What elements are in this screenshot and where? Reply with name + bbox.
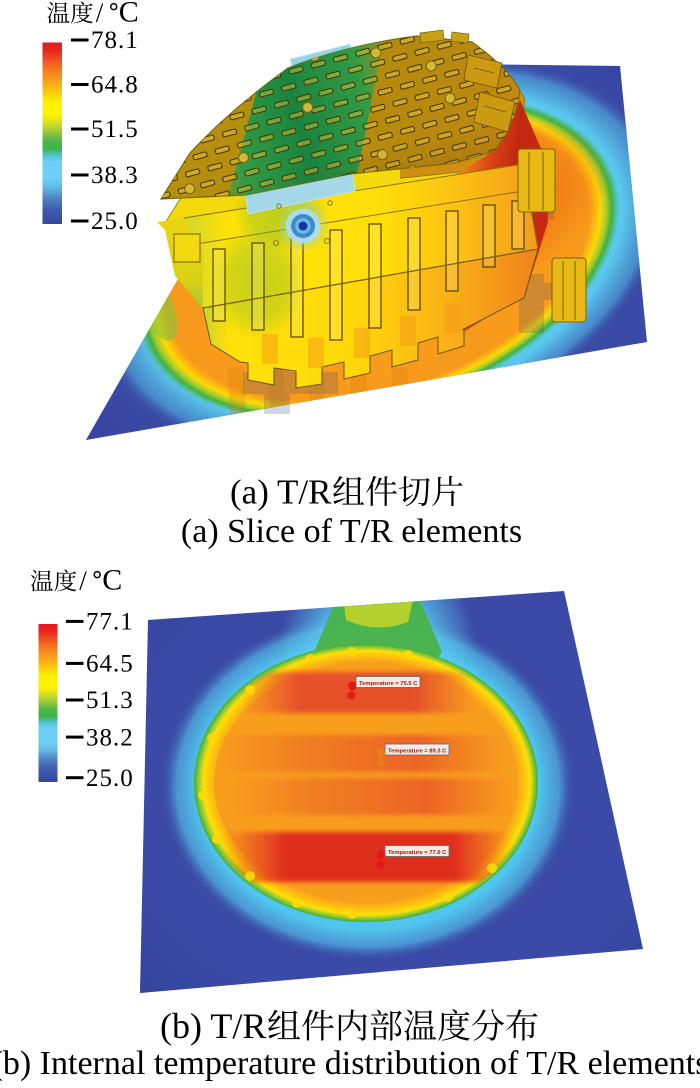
svg-text:25.0: 25.0: [91, 208, 139, 235]
svg-text:25.0: 25.0: [86, 765, 134, 792]
svg-text:64.8: 64.8: [91, 72, 139, 99]
svg-text:Temperature = 77.6 C: Temperature = 77.6 C: [388, 850, 447, 856]
svg-text:C: C: [119, 0, 139, 29]
svg-text:(a) Slice of T/R elements: (a) Slice of T/R elements: [181, 513, 522, 550]
svg-text:/: /: [79, 566, 87, 596]
svg-text:38.2: 38.2: [86, 724, 134, 751]
svg-text:78.1: 78.1: [91, 27, 139, 54]
svg-text:51.5: 51.5: [91, 116, 139, 143]
svg-text:38.3: 38.3: [91, 162, 139, 189]
svg-text:C: C: [102, 564, 122, 597]
svg-text:51.3: 51.3: [86, 687, 134, 714]
svg-text:/: /: [96, 0, 104, 28]
svg-text:Temperature = 89.3 C: Temperature = 89.3 C: [388, 749, 447, 755]
svg-text:77.1: 77.1: [86, 609, 134, 636]
svg-text:(a) T/R: (a) T/R: [230, 473, 332, 512]
svg-text:Temperature = 75.5 C: Temperature = 75.5 C: [359, 681, 418, 687]
svg-text:(b) T/R: (b) T/R: [160, 1006, 266, 1046]
svg-text:(b) Internal temperature distr: (b) Internal temperature distribution of…: [0, 1045, 700, 1082]
svg-text:64.5: 64.5: [86, 651, 134, 678]
